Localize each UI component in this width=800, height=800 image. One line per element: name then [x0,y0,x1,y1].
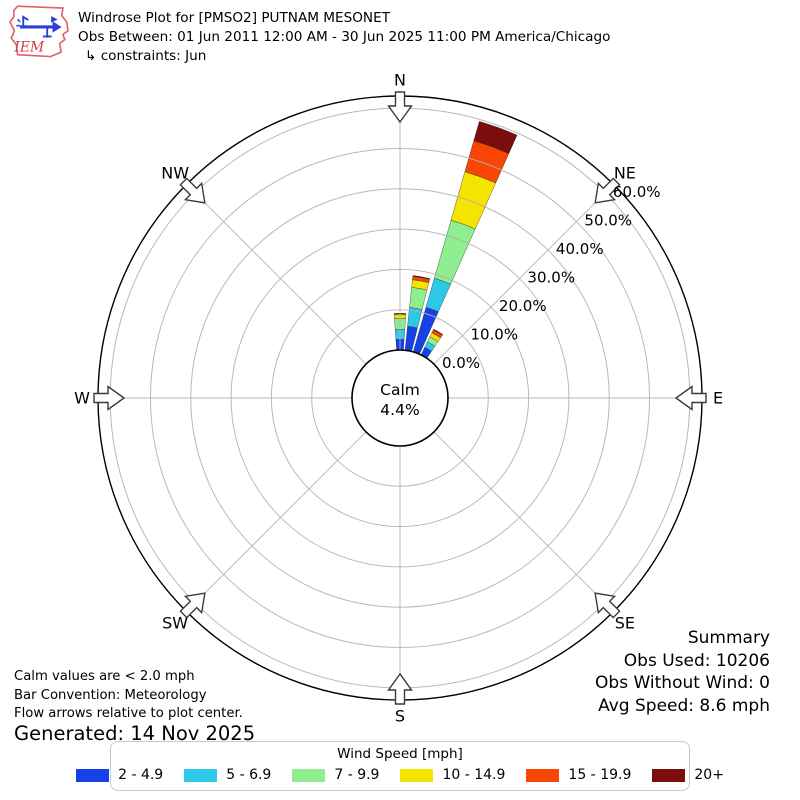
bar-10-seg-5 [412,275,431,280]
flow-arrow-N-icon [387,91,413,124]
bar-10-seg-2 [409,287,428,310]
radial-NE [433,184,614,365]
bar-convention-note: Bar Convention: Meteorology [14,687,207,703]
legend-label: 7 - 9.9 [334,767,380,783]
legend-swatch [526,768,560,782]
direction-label-NE: NE [614,164,636,183]
summary-obs-without-wind: Obs Without Wind: 0 [595,673,770,693]
legend-label: 15 - 19.9 [568,767,632,783]
plot-title: Windrose Plot for [PMSO2] PUTNAM MESONET [78,10,390,26]
legend-swatch [76,768,110,782]
plot-constraints: ↳ constraints: Jun [85,48,207,64]
ring-labels: 0.0% 10.0% 20.0% 30.0% 40.0% 50.0% 60.0% [442,183,661,372]
direction-label-W: W [74,389,90,408]
direction-label-NW: NW [161,164,189,183]
legend-swatch [400,768,434,782]
legend-item-0: 2 - 4.9 [76,767,163,783]
direction-label-SW: SW [162,613,188,632]
direction-label-S: S [395,707,405,726]
calm-label-group: Calm 4.4% [380,381,420,419]
legend-item-3: 10 - 14.9 [400,767,505,783]
compass-labels: N NE E SE S SW W NW [74,71,723,726]
radial-SW [186,431,367,612]
flow-arrow-SW-icon [179,592,206,619]
summary-obs-used: Obs Used: 10206 [623,650,770,671]
windrose-bars [393,121,518,359]
ring-label-20: 20.0% [499,297,547,315]
weather-vane-icon [16,15,62,38]
calm-label: Calm [380,381,420,399]
legend-item-1: 5 - 6.9 [184,767,271,783]
direction-label-N: N [394,71,406,90]
radial-NW [186,184,367,365]
bar-20-seg-3 [450,171,496,230]
plot-subtitle: Obs Between: 01 Jun 2011 12:00 AM - 30 J… [78,29,611,45]
flow-arrow-NE-icon [594,177,621,204]
legend-label: 2 - 4.9 [118,767,164,783]
summary-block: Summary Obs Used: 10206 Obs Without Wind… [595,627,770,717]
flow-arrows [93,91,707,705]
polar-grid [98,96,702,700]
legend-swatch [652,768,686,782]
generated-timestamp: Generated: 14 Nov 2025 [14,721,256,745]
legend-swatch [184,768,218,782]
direction-label-E: E [713,389,723,408]
ring-label-40: 40.0% [556,240,604,258]
footnotes: Calm values are < 2.0 mph Bar Convention… [14,668,255,743]
legend-item-5: 20+ [652,767,724,783]
direction-label-SE: SE [615,613,635,632]
wind-speed-legend: Wind Speed [mph] 2 - 4.9 5 - 6.9 7 - 9.9 10… [76,741,724,791]
legend-label: 20+ [694,767,724,783]
ring-label-30: 30.0% [527,269,575,287]
summary-heading: Summary [687,628,770,648]
ring-label-60: 60.0% [613,183,661,201]
summary-avg-speed: Avg Speed: 8.6 mph [598,695,770,716]
calm-circle [351,349,449,447]
flow-arrow-SE-icon [594,592,621,619]
flow-arrows-note: Flow arrows relative to plot center. [14,706,243,721]
ring-label-50: 50.0% [584,212,632,230]
calm-note: Calm values are < 2.0 mph [14,669,195,684]
legend-swatch [292,768,326,782]
header: Windrose Plot for [PMSO2] PUTNAM MESONET… [78,9,610,66]
bar-30-seg-5 [432,328,444,336]
calm-value: 4.4% [380,401,419,419]
bar-20-seg-5 [473,121,518,154]
legend-title: Wind Speed [mph] [337,746,463,762]
ring-label-10: 10.0% [470,326,518,344]
iem-logo: IEM [9,5,69,58]
ring-label-0: 0.0% [442,354,480,372]
flow-arrow-E-icon [674,385,707,411]
bar-20-seg-2 [434,219,476,285]
bar-20-seg-1 [425,278,451,313]
legend-label: 10 - 14.9 [442,767,506,783]
flow-arrow-S-icon [387,672,413,705]
iowa-outline-icon [9,5,69,58]
logo-text: IEM [13,40,45,56]
flow-arrow-NW-icon [179,177,206,204]
legend-item-2: 7 - 9.9 [292,767,379,783]
radial-SE [433,431,614,612]
flow-arrow-W-icon [93,385,126,411]
legend-row: 2 - 4.9 5 - 6.9 7 - 9.9 10 - 14.9 15 - 19.9 2… [76,767,724,783]
legend-item-4: 15 - 19.9 [526,767,631,783]
legend-label: 5 - 6.9 [226,767,272,783]
